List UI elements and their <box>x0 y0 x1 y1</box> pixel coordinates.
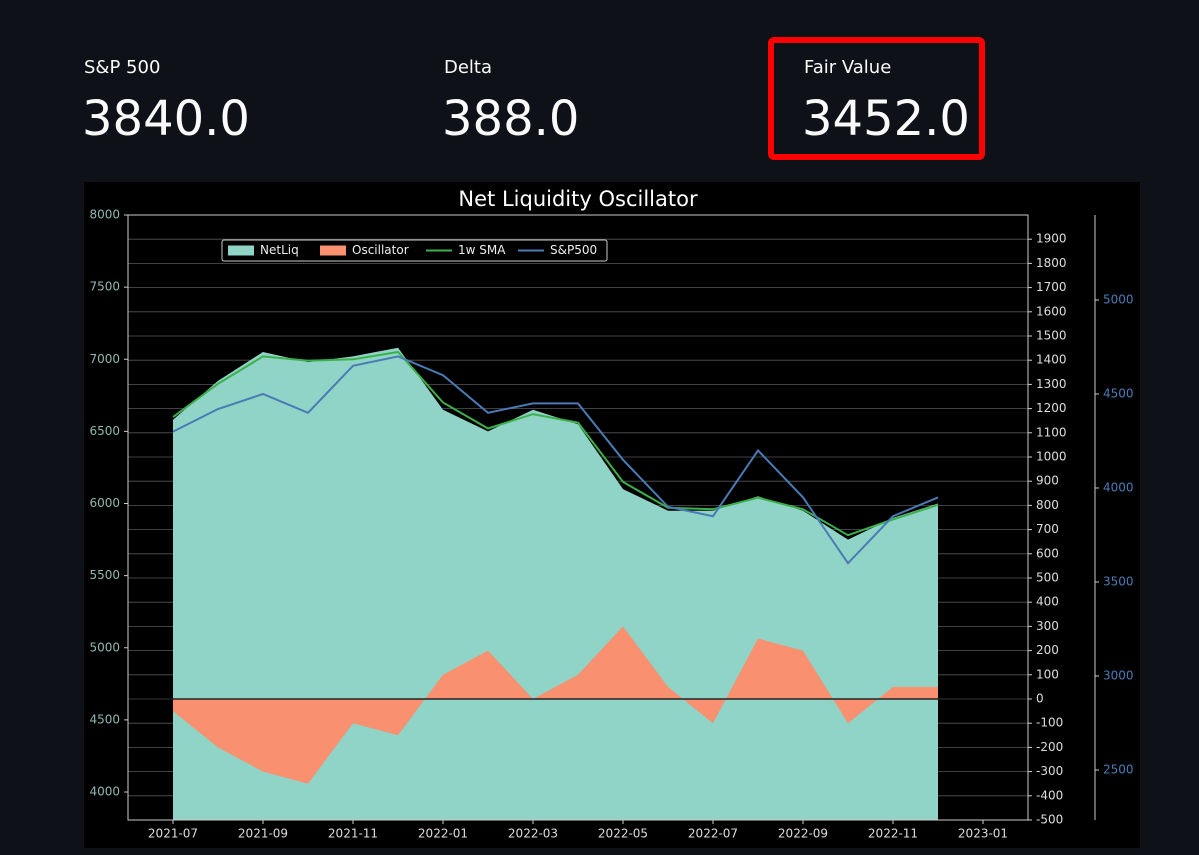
y-tick-label: 8000 <box>89 208 120 222</box>
x-tick-label: 2022-03 <box>508 827 558 841</box>
y2-tick-label: 1400 <box>1036 353 1067 367</box>
y-tick-label: 6500 <box>89 424 120 438</box>
x-tick-label: 2022-05 <box>598 827 648 841</box>
y3-tick-label: 5000 <box>1103 292 1134 306</box>
plot-frame <box>127 214 1029 821</box>
y2-tick-label: 200 <box>1036 643 1059 657</box>
x-tick-label: 2022-07 <box>688 827 738 841</box>
y2-tick-label: 0 <box>1036 692 1044 706</box>
metric-value: 3840.0 <box>82 91 250 147</box>
legend-swatch <box>320 245 346 256</box>
metric-label: S&P 500 <box>84 57 160 78</box>
area <box>173 626 938 784</box>
y2-tick-label: 600 <box>1036 546 1059 560</box>
y2-tick-label: 1000 <box>1036 450 1067 464</box>
legend-label: S&P500 <box>550 243 597 257</box>
y-tick-label: 6000 <box>89 496 120 510</box>
y-tick-label: 4000 <box>89 785 120 799</box>
y-tick-label: 5500 <box>89 568 120 582</box>
y-tick-label: 7500 <box>89 280 120 294</box>
x-tick-label: 2021-07 <box>148 827 198 841</box>
metric-label: Fair Value <box>804 57 891 78</box>
legend-label: 1w SMA <box>458 243 506 257</box>
y2-tick-label: 800 <box>1036 498 1059 512</box>
y-tick-label: 4500 <box>89 712 120 726</box>
y2-tick-label: 400 <box>1036 595 1059 609</box>
y2-tick-label: 100 <box>1036 667 1059 681</box>
y3-tick-label: 4500 <box>1103 386 1134 400</box>
y-tick-label: 7000 <box>89 352 120 366</box>
y2-tick-label: -200 <box>1036 740 1063 754</box>
y2-tick-label: 1300 <box>1036 377 1067 391</box>
y2-tick-label: -400 <box>1036 788 1063 802</box>
plot: 400045005000550060006500700075008000-500… <box>89 208 1133 841</box>
x-tick-label: 2022-11 <box>868 827 918 841</box>
x-tick-label: 2022-09 <box>778 827 828 841</box>
y2-tick-label: 300 <box>1036 619 1059 633</box>
x-tick-label: 2021-11 <box>328 827 378 841</box>
y2-tick-label: 1700 <box>1036 280 1067 294</box>
chart-title: Net Liquidity Oscillator <box>458 187 698 211</box>
y2-tick-label: -500 <box>1036 813 1063 827</box>
line <box>172 355 939 565</box>
metric-value: 388.0 <box>442 91 579 147</box>
y2-tick-label: 700 <box>1036 522 1059 536</box>
x-tick-label: 2022-01 <box>418 827 468 841</box>
line <box>172 350 939 537</box>
legend-label: NetLiq <box>260 243 299 257</box>
y2-tick-label: -300 <box>1036 764 1063 778</box>
y2-tick-label: 1500 <box>1036 329 1067 343</box>
y3-tick-label: 4000 <box>1103 480 1134 494</box>
y2-tick-label: 1100 <box>1036 425 1067 439</box>
y3-tick-label: 3500 <box>1103 574 1134 588</box>
y2-tick-label: 1900 <box>1036 232 1067 246</box>
y3-tick-label: 2500 <box>1103 762 1134 776</box>
legend-box <box>221 239 608 262</box>
legend-label: Oscillator <box>352 243 409 257</box>
y2-tick-label: 900 <box>1036 474 1059 488</box>
y2-tick-label: 1600 <box>1036 304 1067 318</box>
highlight-box <box>768 37 985 160</box>
x-tick-label: 2021-09 <box>238 827 288 841</box>
y3-tick-label: 3000 <box>1103 668 1134 682</box>
y2-tick-label: -100 <box>1036 716 1063 730</box>
y2-tick-label: 500 <box>1036 571 1059 585</box>
y2-tick-label: 1800 <box>1036 256 1067 270</box>
legend-swatch <box>228 245 254 256</box>
x-tick-label: 2023-01 <box>958 827 1008 841</box>
metric-value: 3452.0 <box>802 91 970 147</box>
y-tick-label: 5000 <box>89 640 120 654</box>
metric-label: Delta <box>444 57 492 78</box>
y2-tick-label: 1200 <box>1036 401 1067 415</box>
